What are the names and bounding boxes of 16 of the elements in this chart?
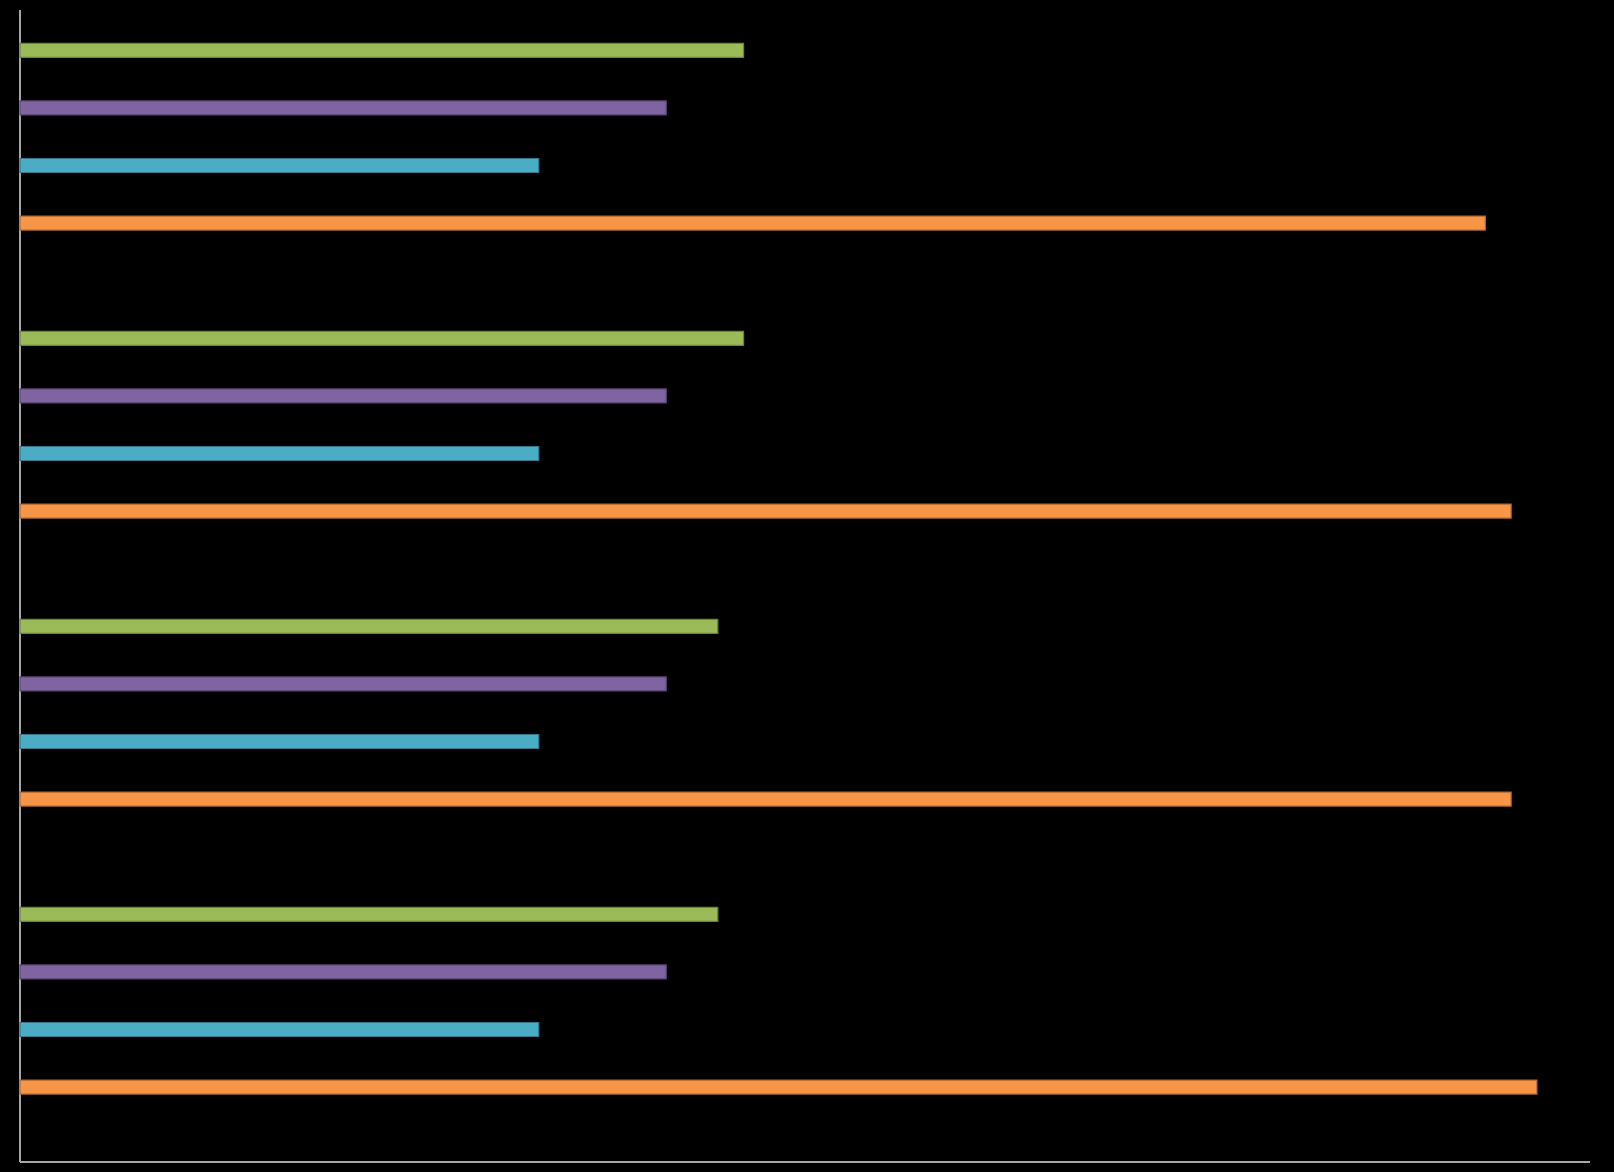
bar	[19, 791, 1512, 807]
bar	[19, 733, 540, 750]
bar	[19, 1079, 1538, 1095]
bar	[19, 330, 745, 346]
bar	[19, 964, 667, 980]
bar	[19, 1021, 540, 1038]
bar	[19, 445, 540, 462]
bar	[19, 503, 1512, 519]
bar	[19, 906, 719, 922]
bar	[19, 157, 540, 174]
bar	[19, 215, 1486, 231]
bar	[19, 100, 667, 116]
bar	[19, 388, 667, 404]
bar	[19, 676, 667, 692]
bar	[19, 42, 745, 58]
bar	[19, 618, 719, 634]
